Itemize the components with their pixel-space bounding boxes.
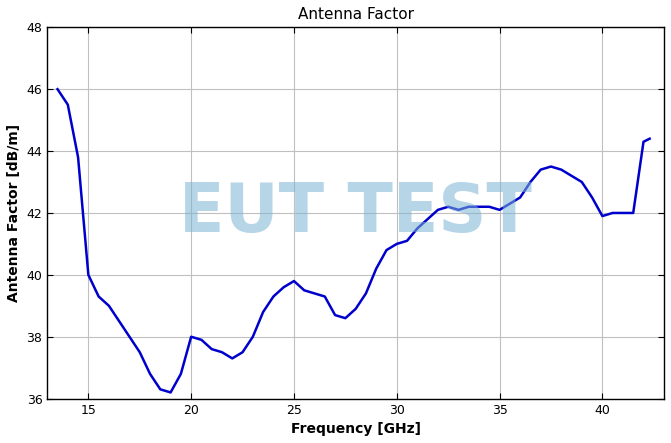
Text: EUT TEST: EUT TEST [179,180,532,246]
Y-axis label: Antenna Factor [dB/m]: Antenna Factor [dB/m] [7,124,21,302]
X-axis label: Frequency [GHz]: Frequency [GHz] [291,422,421,436]
Title: Antenna Factor: Antenna Factor [298,7,413,22]
